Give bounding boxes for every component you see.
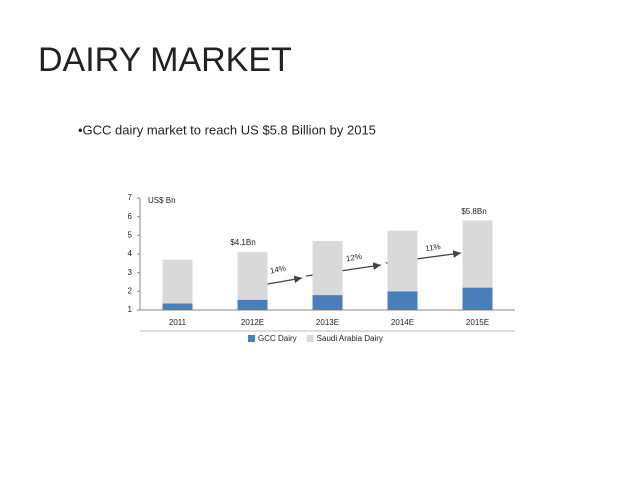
x-tick-label: 2011 [169,318,187,327]
annotation: $5.8Bn [461,207,486,216]
y-tick-label: 5 [128,230,133,239]
arrow [261,275,303,286]
annotation: 11% [425,242,442,253]
annotation: 14% [269,264,287,276]
bar-segment [462,287,493,310]
bar-segment [162,259,193,304]
x-tick-label: 2014E [391,318,414,327]
y-tick-label: 1 [128,305,133,314]
bar-segment [237,252,268,300]
legend-label: Saudi Arabia Dairy [317,334,383,343]
legend-swatch [306,335,314,342]
bar-segment [462,220,493,288]
y-tick-label: 6 [128,212,133,221]
bar-segment [387,291,418,310]
annotation: $4.1Bn [230,238,255,247]
legend-swatch [248,335,255,342]
x-tick-label: 2012E [241,318,264,327]
y-tick-label: 2 [128,286,133,295]
y-tick-label: 3 [128,268,133,277]
x-tick-label: 2015E [466,318,489,327]
annotation: 12% [345,252,362,264]
bar-segment [312,240,343,296]
bar-segment [387,230,418,292]
y-tick-label: 7 [128,193,133,202]
slide-title: DAIRY MARKET [38,41,292,79]
bar-segment [237,299,268,310]
legend-label: GCC Dairy [258,334,297,343]
x-tick-label: 2013E [316,318,339,327]
y-unit-label: US$ Bn [148,196,176,205]
bullet: •GCC dairy market to reach US $5.8 Billi… [78,122,376,137]
bar-segment [312,295,343,310]
bar-segment [162,303,193,310]
y-tick-label: 4 [128,249,133,258]
